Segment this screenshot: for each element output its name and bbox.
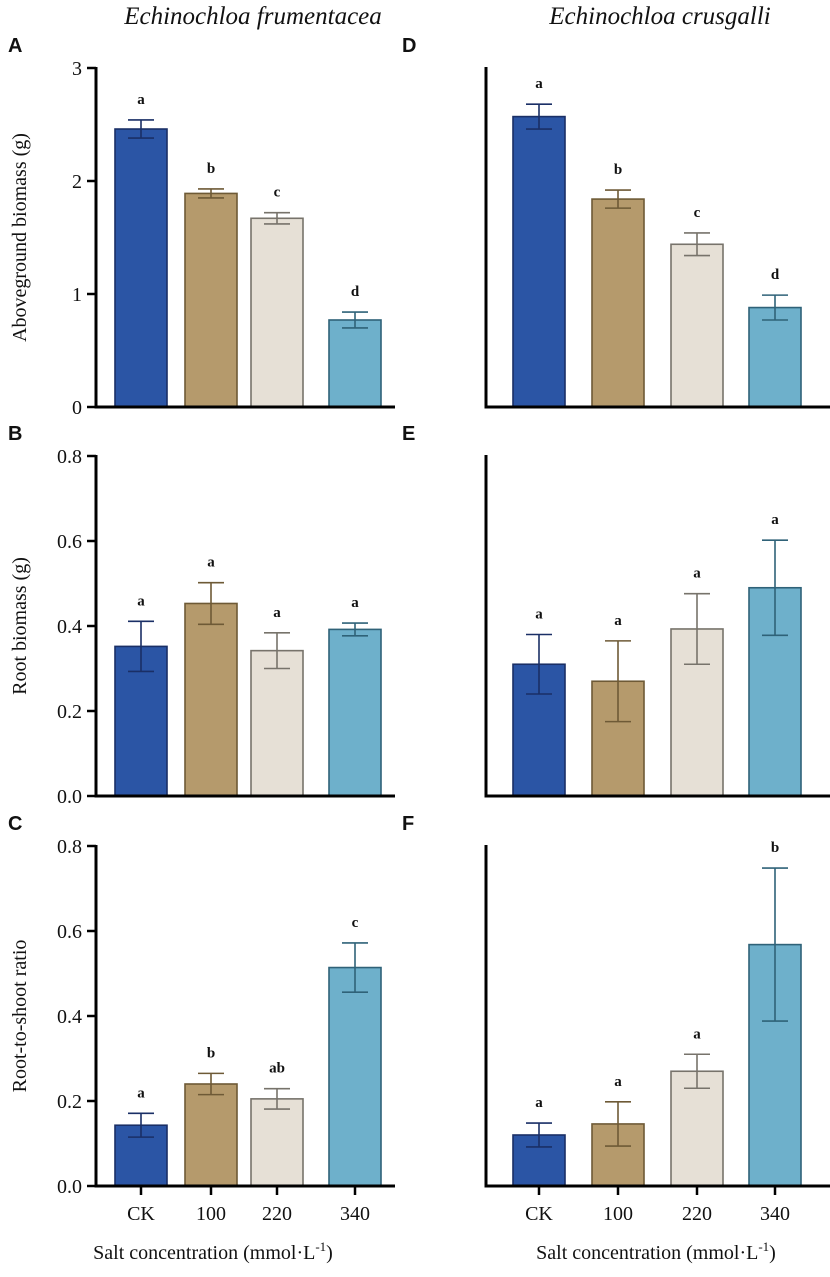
x-tick-label-C-CK: CK xyxy=(127,1203,155,1225)
y-tick-label-C: 0.6 xyxy=(57,921,82,943)
significance-letter-C-CK: a xyxy=(137,1085,145,1101)
bar-A-220 xyxy=(250,217,304,408)
significance-letter-A-340: d xyxy=(351,284,360,300)
bar-D-100 xyxy=(591,198,645,408)
panel-letter-A: A xyxy=(8,35,22,57)
significance-letter-E-CK: a xyxy=(535,607,543,623)
bar-D-220 xyxy=(670,243,724,408)
panel-letter-F: F xyxy=(402,813,414,835)
y-tick-label-B: 0.0 xyxy=(57,786,82,808)
bar-B-220 xyxy=(250,649,304,797)
x-axis-title-left: Salt concentration (mmol·L-1) xyxy=(93,1239,333,1264)
y-tick-label-A: 3 xyxy=(72,58,82,80)
significance-letter-B-100: a xyxy=(207,555,215,571)
significance-letter-A-220: c xyxy=(274,185,281,201)
x-tick-label-F-340: 340 xyxy=(760,1203,790,1225)
significance-letter-D-CK: a xyxy=(535,76,543,92)
x-tick-label-C-340: 340 xyxy=(340,1203,370,1225)
column-title-e-frumentacea: Echinochloa frumentacea xyxy=(123,3,382,30)
significance-letter-F-340: b xyxy=(771,840,779,856)
significance-letter-D-100: b xyxy=(614,162,622,178)
y-tick-label-C: 0.8 xyxy=(57,836,82,858)
bar-C-100 xyxy=(184,1083,238,1187)
significance-letter-C-220: ab xyxy=(269,1061,285,1077)
y-axis-title-C: Root-to-shoot ratio xyxy=(9,940,31,1093)
panel-B: Ba a a a 0.0 0.2 0.4 0.6 0.8 Root biomass (g) xyxy=(8,423,395,808)
significance-letter-C-340: c xyxy=(352,915,359,931)
bar-A-100 xyxy=(184,192,238,408)
bar-A-CK xyxy=(114,128,168,408)
significance-letter-C-100: b xyxy=(207,1045,215,1061)
x-tick-label-C-100: 100 xyxy=(196,1203,226,1225)
bar-B-100 xyxy=(184,602,238,797)
panel-letter-C: C xyxy=(8,813,22,835)
bar-A-340 xyxy=(328,319,382,408)
panel-F: Fa a a b CK 100 220 340 xyxy=(402,813,830,1225)
panel-letter-B: B xyxy=(8,423,22,445)
y-tick-label-A: 2 xyxy=(72,171,82,193)
x-tick-label-C-220: 220 xyxy=(262,1203,292,1225)
significance-letter-E-220: a xyxy=(693,566,701,582)
bar-D-340 xyxy=(748,306,802,408)
y-axis-title-A: Aboveground biomass (g) xyxy=(9,133,31,342)
y-tick-label-B: 0.2 xyxy=(57,701,82,723)
significance-letter-E-340: a xyxy=(771,512,779,528)
panel-letter-E: E xyxy=(402,423,415,445)
significance-letter-A-100: b xyxy=(207,161,215,177)
panel-letter-D: D xyxy=(402,35,416,57)
bar-B-340 xyxy=(328,628,382,797)
column-title-e-crusgalli: Echinochloa crusgalli xyxy=(548,3,771,30)
y-tick-label-B: 0.6 xyxy=(57,531,82,553)
significance-letter-E-100: a xyxy=(614,613,622,629)
significance-letter-D-220: c xyxy=(694,205,701,221)
y-tick-label-A: 0 xyxy=(72,397,82,419)
significance-letter-B-340: a xyxy=(351,595,359,611)
panel-D: Da b c d xyxy=(402,35,830,409)
bar-C-340 xyxy=(328,966,382,1187)
y-tick-label-C: 0.0 xyxy=(57,1176,82,1198)
panel-A: Aa b c d 0 1 2 3 Aboveground biomass (g) xyxy=(8,35,395,419)
significance-letter-A-CK: a xyxy=(137,92,145,108)
significance-letter-F-220: a xyxy=(693,1026,701,1042)
bar-D-CK xyxy=(512,115,566,408)
significance-letter-B-CK: a xyxy=(137,593,145,609)
x-tick-label-F-100: 100 xyxy=(603,1203,633,1225)
panel-E: Ea a a a xyxy=(402,423,830,798)
bar-C-220 xyxy=(250,1098,304,1187)
significance-letter-B-220: a xyxy=(273,605,281,621)
significance-letter-D-340: d xyxy=(771,267,780,283)
significance-letter-F-CK: a xyxy=(535,1095,543,1111)
significance-letter-F-100: a xyxy=(614,1074,622,1090)
y-tick-label-C: 0.4 xyxy=(57,1006,82,1028)
x-tick-label-F-220: 220 xyxy=(682,1203,712,1225)
y-tick-label-C: 0.2 xyxy=(57,1091,82,1113)
y-axis-title-B: Root biomass (g) xyxy=(9,557,31,695)
x-axis-title-right: Salt concentration (mmol·L-1) xyxy=(536,1239,776,1264)
y-tick-label-B: 0.4 xyxy=(57,616,82,638)
y-tick-label-B: 0.8 xyxy=(57,446,82,468)
y-tick-label-A: 1 xyxy=(72,284,82,306)
x-tick-label-F-CK: CK xyxy=(525,1203,553,1225)
